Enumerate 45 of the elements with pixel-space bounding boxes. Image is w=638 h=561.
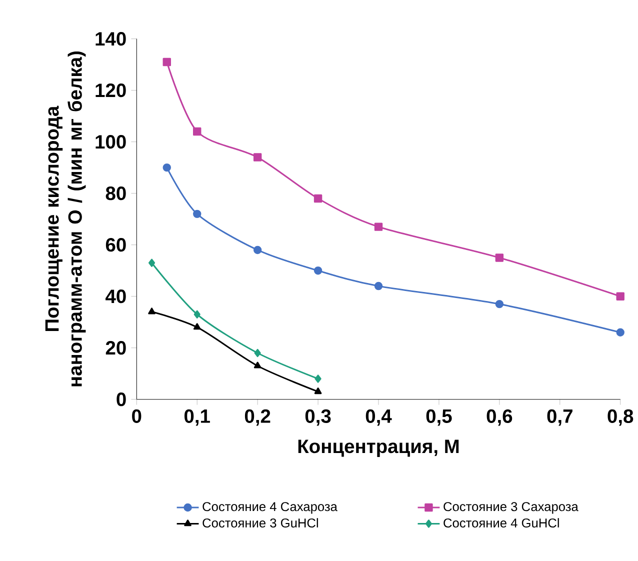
point [495,300,504,308]
x-tick-label: 0,4 [366,409,392,426]
point [254,362,262,368]
x-tick-label: 0,7 [547,409,572,426]
y-axis-title: Поглощение кислорода нанограмм-атом O / (мин мг белка) [45,52,86,386]
point [253,153,262,162]
x-tick-label: 0,5 [426,409,452,426]
point [194,310,200,318]
x-tick-label: 0,1 [184,409,210,426]
point [374,222,383,231]
legend-label: Состояние 4 GuHCl [444,518,559,528]
point [314,388,322,394]
y-tick-label: 0 [116,392,126,406]
y-tick-label: 60 [106,238,126,252]
y-tick-label: 140 [96,32,126,46]
y-tick-label: 100 [96,135,126,149]
legend-label: Состояние 3 Сахароза [444,502,578,514]
x-tick-label: 0,2 [244,409,270,426]
point [374,282,383,290]
point [314,194,322,203]
y-tick-label: 40 [106,290,126,304]
point [253,246,262,254]
point [162,163,171,172]
x-tick-label: 0 [132,409,142,423]
point [314,266,322,275]
point [193,323,201,330]
y-tick-label: 20 [106,341,126,355]
point [616,328,624,337]
point [314,374,322,383]
legend-label: Состояние 3 GuHCl [202,518,318,528]
y-tick-label: 120 [96,84,126,98]
y-tick-label: 80 [106,186,126,200]
point [148,258,156,267]
point [193,127,202,136]
point [162,58,171,66]
x-tick-label: 0,6 [486,409,512,426]
point [495,254,504,262]
x-axis-title: Концентрация, М [298,440,459,457]
x-tick-label: 0,3 [305,409,331,426]
point [616,292,624,300]
point [254,348,261,358]
x-tick-label: 0,8 [608,409,634,426]
legend-label: Состояние 4 Сахароза [202,502,338,514]
point [193,210,202,218]
point [148,308,156,314]
